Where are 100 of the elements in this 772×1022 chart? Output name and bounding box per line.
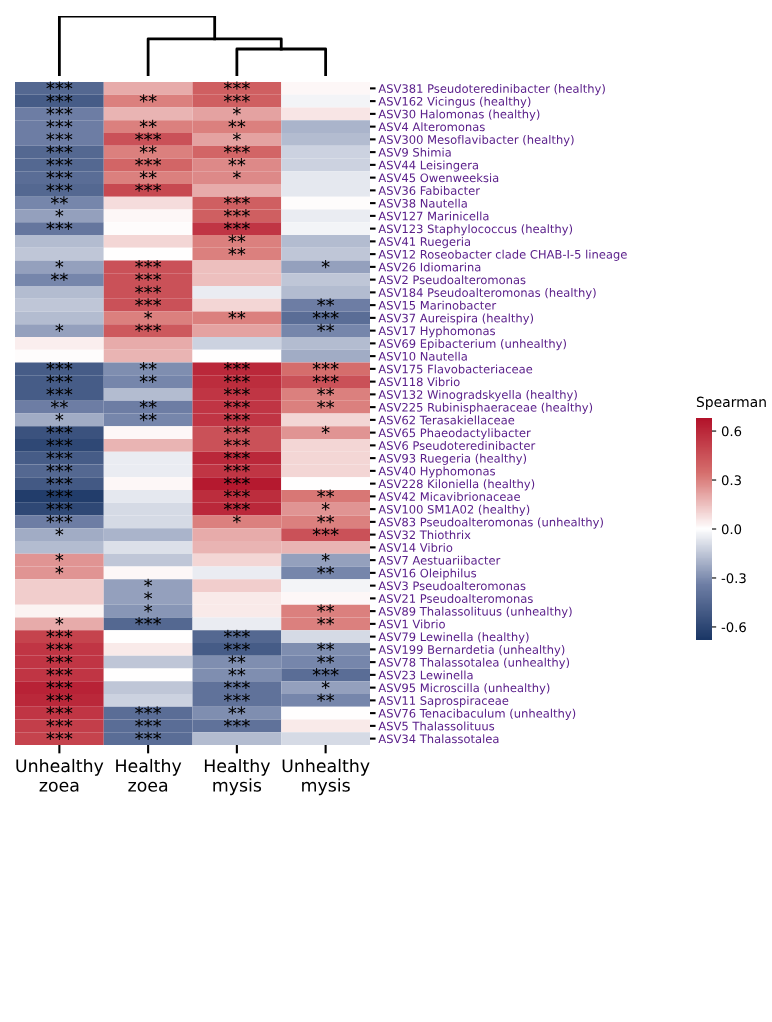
data-label: * xyxy=(144,604,153,613)
data-label: *** xyxy=(135,259,162,269)
data-label: *** xyxy=(135,731,162,740)
data-label: * xyxy=(321,425,330,434)
data-label: *** xyxy=(223,642,250,651)
data-label: *** xyxy=(46,132,73,141)
y-tick-label: ASV118 Vibrio xyxy=(378,377,460,387)
data-label: * xyxy=(321,553,330,562)
y-tick-label: ASV225 Rubinisphaeraceae (healthy) xyxy=(378,402,593,414)
data-label: ** xyxy=(228,706,246,715)
data-label: *** xyxy=(46,170,73,179)
data-label: *** xyxy=(223,629,250,638)
data-label: *** xyxy=(46,731,73,740)
data-label: ** xyxy=(50,196,68,205)
y-tick-label: ASV76 Tenacibaculum (unhealthy) xyxy=(378,708,576,720)
data-label: * xyxy=(144,591,153,600)
data-label: *** xyxy=(312,310,339,320)
y-tick-label: ASV100 SM1A02 (healthy) xyxy=(378,504,530,516)
data-label: * xyxy=(144,310,153,320)
y-tick-label: ASV381 Pseudoteredinibacter (healthy) xyxy=(378,84,605,96)
data-label: ** xyxy=(139,374,157,383)
data-label: *** xyxy=(46,94,73,103)
y-tick-label: ASV69 Epibacterium (unhealthy) xyxy=(378,339,566,351)
data-label: ** xyxy=(139,145,157,154)
data-label: *** xyxy=(46,451,73,460)
x-tick-label: Healthy mysis xyxy=(204,758,270,796)
data-label: ** xyxy=(317,323,335,332)
data-label: *** xyxy=(46,718,73,728)
color-bar-label: 0.6 xyxy=(721,426,742,437)
y-tick-label: ASV132 Winogradskyella (healthy) xyxy=(378,390,577,402)
y-tick-label: ASV44 Leisingera xyxy=(378,160,478,172)
data-label: * xyxy=(232,132,241,141)
y-tick-label: ASV12 Roseobacter clade CHAB-I-5 lineage xyxy=(378,249,627,261)
data-label: *** xyxy=(223,502,250,511)
data-label: ** xyxy=(228,234,246,243)
y-tick-label: ASV123 Staphylococcus (healthy) xyxy=(378,224,573,236)
data-label: ** xyxy=(139,412,157,422)
y-tick-label: ASV6 Pseudoteredinibacter xyxy=(378,441,536,450)
data-label: *** xyxy=(46,514,73,524)
data-label: * xyxy=(321,680,330,689)
y-tick-label: ASV11 Saprospiraceae xyxy=(378,696,509,708)
data-label: * xyxy=(232,106,241,116)
y-tick-label: ASV41 Ruegeria xyxy=(378,237,471,249)
data-label: ** xyxy=(317,489,335,498)
y-tick-label: ASV9 Shimia xyxy=(378,147,451,157)
color-bar-title: Spearman xyxy=(696,396,766,410)
y-tick-label: ASV42 Micavibrionaceae xyxy=(378,492,520,501)
data-label: *** xyxy=(223,208,250,218)
data-label: *** xyxy=(46,667,73,677)
data-label: *** xyxy=(46,476,73,485)
y-tick-label: ASV26 Idiomarina xyxy=(378,262,481,272)
data-label: ** xyxy=(139,119,157,128)
data-label: *** xyxy=(46,706,73,715)
data-label: *** xyxy=(223,400,250,409)
data-label: *** xyxy=(46,680,73,689)
y-tick-label: ASV34 Thalassotalea xyxy=(378,734,499,744)
data-label: * xyxy=(321,259,330,269)
y-tick-label: ASV21 Pseudoalteromonas xyxy=(378,594,533,603)
data-label: *** xyxy=(135,298,162,307)
y-tick-label: ASV300 Mesoflavibacter (healthy) xyxy=(378,135,574,147)
data-label: ** xyxy=(317,565,335,575)
y-tick-label: ASV83 Pseudoalteromonas (unhealthy) xyxy=(378,517,603,529)
y-tick-label: ASV228 Kiloniella (healthy) xyxy=(378,479,535,491)
data-label: *** xyxy=(46,119,73,128)
x-tick-label: Unhealthy mysis xyxy=(282,758,370,796)
y-tick-label: ASV3 Pseudoalteromonas xyxy=(378,581,526,591)
data-label: *** xyxy=(223,412,250,422)
y-tick-label: ASV14 Vibrio xyxy=(378,543,453,552)
y-tick-label: ASV30 Halomonas (healthy) xyxy=(378,109,540,121)
data-label: *** xyxy=(223,361,250,371)
y-tick-label: ASV38 Nautella xyxy=(378,198,467,208)
data-label: ** xyxy=(139,400,157,409)
data-label: *** xyxy=(46,438,73,447)
data-label: ** xyxy=(317,604,335,613)
data-label: *** xyxy=(46,425,73,434)
data-label: *** xyxy=(223,463,250,473)
color-bar-label: 0.3 xyxy=(721,475,741,486)
y-tick-label: ASV162 Vicingus (healthy) xyxy=(378,96,531,108)
y-tick-label: ASV127 Marinicella xyxy=(378,211,489,221)
data-label: *** xyxy=(135,706,162,715)
data-label: ** xyxy=(50,400,68,409)
data-label: *** xyxy=(46,81,73,90)
data-label: ** xyxy=(317,693,335,702)
data-label: *** xyxy=(223,476,250,485)
y-tick-label: ASV1 Vibrio xyxy=(378,619,445,629)
data-label: *** xyxy=(312,527,339,536)
y-tick-label: ASV93 Ruegeria (healthy) xyxy=(378,453,527,465)
y-tick-label: ASV40 Hyphomonas xyxy=(378,466,496,478)
data-label: ** xyxy=(228,667,246,677)
data-label: *** xyxy=(223,196,250,205)
data-label: ** xyxy=(228,247,246,256)
data-label: *** xyxy=(135,132,162,141)
data-label: ** xyxy=(317,387,335,396)
data-label: ** xyxy=(317,400,335,409)
y-tick-label: ASV23 Lewinella xyxy=(378,670,473,680)
data-label: *** xyxy=(46,502,73,511)
y-tick-label: ASV62 Terasakiellaceae xyxy=(378,415,515,425)
data-label: *** xyxy=(223,81,250,90)
data-label: *** xyxy=(223,489,250,498)
y-tick-label: ASV17 Hyphomonas xyxy=(378,326,496,338)
